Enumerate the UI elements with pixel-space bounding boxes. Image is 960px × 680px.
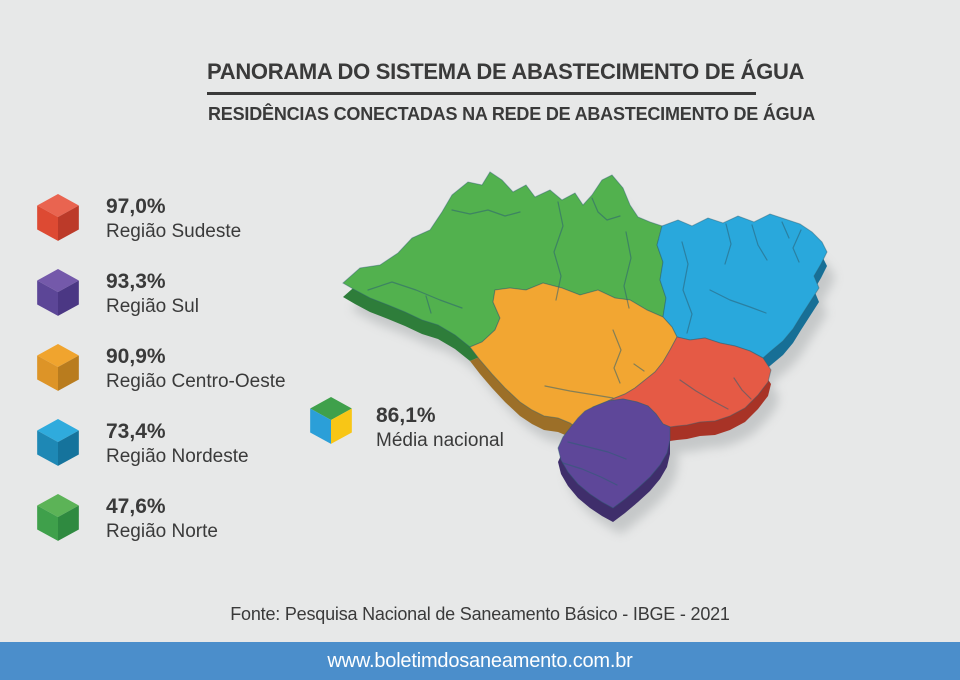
cube-left-face: [37, 205, 58, 241]
legend-value-sul: 93,3%: [106, 270, 166, 293]
legend-label-nordeste: Região Nordeste: [106, 446, 249, 467]
cube-left-face: [37, 505, 58, 541]
legend-value-nordeste: 73,4%: [106, 420, 166, 443]
page-subtitle: RESIDÊNCIAS CONECTADAS NA REDE DE ABASTE…: [208, 104, 816, 124]
cube-top-face: [37, 344, 79, 367]
cube-icon-media-nacional: [310, 397, 352, 444]
page-title: PANORAMA DO SISTEMA DE ABASTECIMENTO DE …: [207, 59, 805, 84]
cube-right-face: [58, 355, 79, 391]
legend-label-sudeste: Região Sudeste: [106, 221, 242, 242]
cube-icon-nordeste: [37, 419, 79, 466]
legend-item-media-nacional: 86,1% Média nacional: [308, 396, 504, 454]
cube-left-face: [37, 355, 58, 391]
legend-value-norte: 47,6%: [106, 495, 166, 518]
cube-right-face: [58, 205, 79, 241]
footer-website-link[interactable]: www.boletimdosaneamento.com.br: [327, 649, 633, 672]
legend-item-nordeste: 73,4% Região Nordeste: [35, 418, 249, 470]
map-faces: [342, 171, 828, 509]
cube-right-face: [58, 430, 79, 466]
title-underline: [207, 92, 756, 95]
cube-icon-centro-oeste: [37, 344, 79, 391]
cube-right-face: [331, 408, 352, 444]
cube-left-face: [37, 280, 58, 316]
cube-icon-sul: [37, 269, 79, 316]
brazil-regions-map: [342, 171, 835, 534]
cube-left-face: [37, 430, 58, 466]
cube-top-face: [310, 397, 352, 420]
legend-value-centro-oeste: 90,9%: [106, 345, 166, 368]
legend-value-media-nacional: 86,1%: [376, 404, 436, 427]
cube-right-face: [58, 280, 79, 316]
legend-item-centro-oeste: 90,9% Região Centro-Oeste: [35, 343, 286, 395]
legend-label-norte: Região Norte: [106, 521, 218, 542]
legend-label-centro-oeste: Região Centro-Oeste: [106, 371, 286, 392]
cube-top-face: [37, 419, 79, 442]
cube-right-face: [58, 505, 79, 541]
footer-bar: www.boletimdosaneamento.com.br: [0, 642, 960, 680]
legend-item-sudeste: 97,0% Região Sudeste: [35, 193, 241, 245]
legend-item-sul: 93,3% Região Sul: [35, 268, 199, 320]
source-attribution: Fonte: Pesquisa Nacional de Saneamento B…: [230, 604, 730, 624]
cube-icon-sudeste: [37, 194, 79, 241]
legend-label-sul: Região Sul: [106, 296, 199, 317]
cube-top-face: [37, 494, 79, 517]
cube-top-face: [37, 194, 79, 217]
cube-icon-norte: [37, 494, 79, 541]
cube-top-face: [37, 269, 79, 292]
legend-label-media-nacional: Média nacional: [376, 430, 504, 451]
map-state-borders: [367, 197, 802, 486]
legend-item-norte: 47,6% Região Norte: [35, 493, 218, 545]
legend-value-sudeste: 97,0%: [106, 195, 166, 218]
cube-left-face: [310, 408, 331, 444]
